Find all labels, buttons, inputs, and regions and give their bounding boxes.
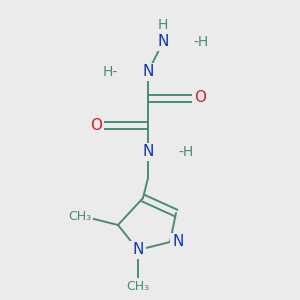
Text: -H: -H [193, 35, 208, 49]
Text: N: N [142, 64, 154, 80]
Text: H: H [158, 18, 168, 32]
Text: -H: -H [178, 145, 193, 159]
Text: CH₃: CH₃ [126, 280, 150, 292]
Text: O: O [90, 118, 102, 133]
Text: N: N [142, 145, 154, 160]
Text: O: O [194, 91, 206, 106]
Text: H-: H- [103, 65, 118, 79]
Text: N: N [157, 34, 169, 50]
Text: CH₃: CH₃ [68, 209, 92, 223]
Text: N: N [172, 235, 184, 250]
Text: N: N [132, 242, 144, 257]
